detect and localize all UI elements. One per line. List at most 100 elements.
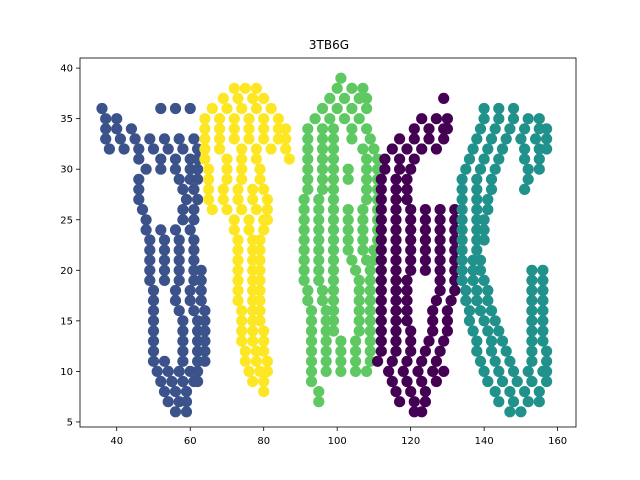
data-point: [272, 113, 284, 125]
data-point: [177, 335, 189, 347]
data-point: [474, 123, 487, 135]
data-point: [158, 254, 171, 266]
data-point: [313, 386, 325, 398]
series-4: [456, 102, 553, 418]
data-point: [162, 396, 174, 408]
data-point: [423, 123, 435, 135]
data-point: [390, 295, 402, 307]
data-point: [280, 143, 292, 155]
data-point: [236, 325, 248, 337]
data-point: [485, 183, 498, 195]
data-point: [327, 244, 340, 256]
data-point: [500, 345, 512, 357]
data-point: [320, 355, 332, 367]
data-point: [419, 234, 431, 246]
data-point: [199, 345, 211, 357]
data-point: [147, 335, 160, 347]
data-point: [471, 295, 483, 307]
data-point: [331, 102, 343, 115]
data-point: [144, 254, 156, 266]
data-point: [346, 254, 358, 266]
data-point: [390, 193, 402, 206]
data-point: [530, 133, 542, 145]
data-point: [228, 224, 240, 236]
data-point: [236, 315, 248, 327]
data-point: [390, 305, 402, 317]
data-point: [305, 325, 318, 337]
data-point: [541, 133, 553, 145]
data-point: [305, 315, 318, 327]
series-3: [372, 92, 461, 418]
data-point: [375, 244, 387, 256]
data-point: [537, 315, 549, 327]
data-point: [401, 193, 413, 206]
data-point: [405, 224, 417, 236]
data-point: [460, 163, 472, 175]
data-point: [430, 143, 442, 155]
data-point: [419, 264, 431, 276]
data-point: [434, 224, 446, 236]
data-point: [203, 173, 215, 185]
data-point: [430, 113, 442, 125]
data-point: [199, 153, 211, 165]
data-point: [309, 113, 321, 125]
data-point: [258, 224, 270, 236]
data-point: [166, 375, 178, 388]
data-point: [463, 153, 476, 165]
data-point: [327, 305, 340, 317]
data-point: [100, 133, 112, 145]
data-point: [144, 234, 156, 246]
data-point: [327, 295, 340, 307]
data-point: [434, 234, 446, 246]
data-point: [140, 214, 152, 226]
data-point: [258, 335, 270, 347]
data-point: [327, 224, 340, 236]
data-point: [430, 295, 442, 307]
data-point: [147, 295, 160, 307]
data-point: [467, 325, 479, 337]
data-point: [533, 153, 545, 165]
data-point: [144, 264, 156, 276]
data-point: [375, 254, 387, 266]
data-point: [364, 325, 376, 337]
data-point: [390, 224, 402, 236]
data-point: [302, 183, 314, 195]
data-point: [228, 133, 240, 145]
data-point: [441, 325, 453, 337]
data-point: [188, 183, 200, 195]
data-point: [522, 396, 534, 408]
data-point: [327, 254, 340, 266]
data-point: [236, 143, 248, 155]
data-point: [313, 214, 325, 226]
data-point: [408, 123, 420, 135]
data-point: [474, 355, 487, 367]
data-point: [405, 335, 417, 347]
data-point: [192, 163, 204, 175]
data-point: [364, 264, 376, 276]
data-point: [353, 295, 365, 307]
data-point: [511, 375, 523, 388]
data-point: [405, 254, 417, 266]
x-tick-label: 160: [548, 436, 567, 447]
data-point: [100, 123, 112, 135]
data-point: [390, 284, 402, 297]
data-point: [232, 234, 244, 246]
data-point: [173, 274, 185, 286]
data-point: [474, 254, 487, 266]
data-point: [203, 183, 215, 195]
data-point: [313, 274, 325, 286]
data-point: [217, 92, 229, 104]
data-point: [247, 183, 259, 195]
data-point: [522, 113, 534, 125]
data-point: [147, 355, 160, 367]
data-point: [533, 386, 545, 398]
data-point: [526, 325, 538, 337]
data-point: [133, 193, 145, 206]
data-point: [456, 183, 468, 195]
data-point: [327, 173, 340, 185]
data-point: [316, 143, 329, 155]
data-point: [485, 345, 498, 357]
plot-frame: [79, 57, 577, 428]
data-point: [313, 254, 325, 266]
data-point: [408, 153, 420, 165]
